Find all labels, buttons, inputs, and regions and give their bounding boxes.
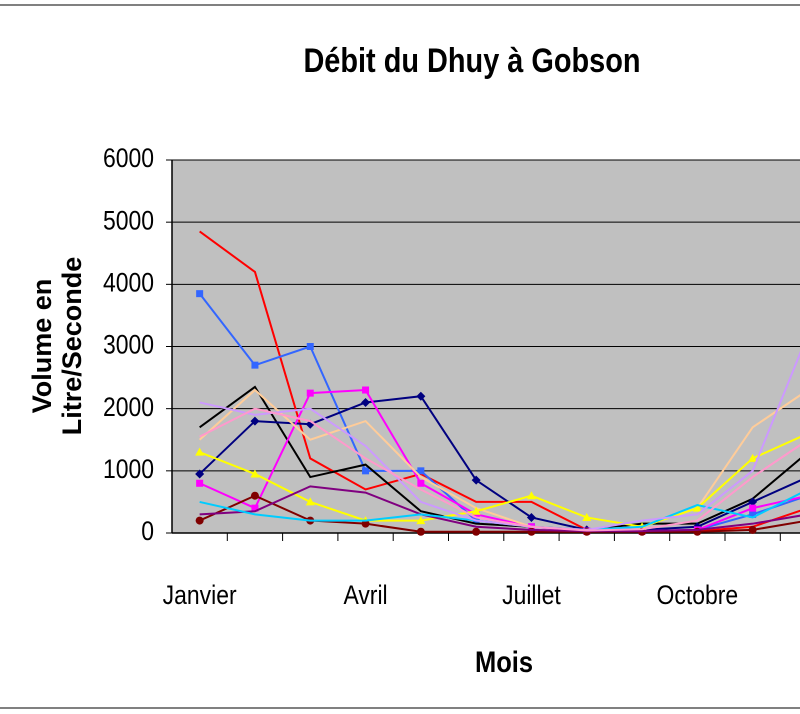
marker <box>471 506 481 515</box>
marker <box>748 453 758 462</box>
marker <box>749 504 757 512</box>
x-tick-label: Janvier <box>163 580 237 610</box>
y-axis-title: Litre/Seconde <box>57 257 87 436</box>
marker <box>471 475 481 485</box>
marker <box>305 497 315 506</box>
marker <box>251 361 259 369</box>
y-tick-label: 2000 <box>103 392 154 422</box>
y-axis-title: Volume en <box>27 279 57 414</box>
marker <box>417 479 425 487</box>
marker <box>692 503 702 512</box>
marker <box>361 397 371 407</box>
marker <box>417 467 425 475</box>
marker <box>362 386 370 394</box>
y-tick-label: 0 <box>141 516 154 546</box>
marker <box>748 497 758 507</box>
marker <box>306 389 314 397</box>
series-line <box>199 436 800 528</box>
y-tick-label: 1000 <box>103 454 154 484</box>
series-line <box>199 407 800 532</box>
series-line <box>199 385 800 531</box>
y-tick-label: 6000 <box>103 143 154 173</box>
marker <box>250 469 260 478</box>
series-line <box>198 395 800 531</box>
marker <box>306 343 314 350</box>
marker <box>196 290 204 298</box>
marker <box>748 525 757 534</box>
y-tick-label: 5000 <box>103 206 154 236</box>
chart-title: Débit du Dhuy à Gobson <box>303 41 640 80</box>
marker <box>526 491 536 500</box>
marker <box>196 479 204 487</box>
marker <box>250 416 260 426</box>
x-tick-label: Octobre <box>657 580 739 610</box>
marker <box>526 512 536 522</box>
series-line <box>198 388 800 531</box>
series-line <box>199 351 800 531</box>
series-line <box>199 388 800 533</box>
marker <box>749 510 757 518</box>
marker <box>416 516 426 525</box>
marker <box>195 469 205 479</box>
x-tick-label: Juillet <box>502 580 561 610</box>
series-line <box>199 485 800 533</box>
y-tick-label: 4000 <box>103 268 154 298</box>
series-line <box>199 494 800 533</box>
y-tick-label: 3000 <box>103 330 154 360</box>
series-line <box>199 230 800 533</box>
marker <box>362 467 370 475</box>
marker <box>472 527 481 536</box>
marker <box>416 391 426 401</box>
marker <box>416 527 425 536</box>
marker <box>195 516 204 525</box>
marker <box>251 504 259 512</box>
marker <box>250 491 259 500</box>
marker <box>195 447 205 456</box>
marker <box>361 519 370 528</box>
x-tick-label: Avril <box>343 580 387 610</box>
x-axis-title: Mois <box>475 645 533 678</box>
marker <box>582 512 592 521</box>
